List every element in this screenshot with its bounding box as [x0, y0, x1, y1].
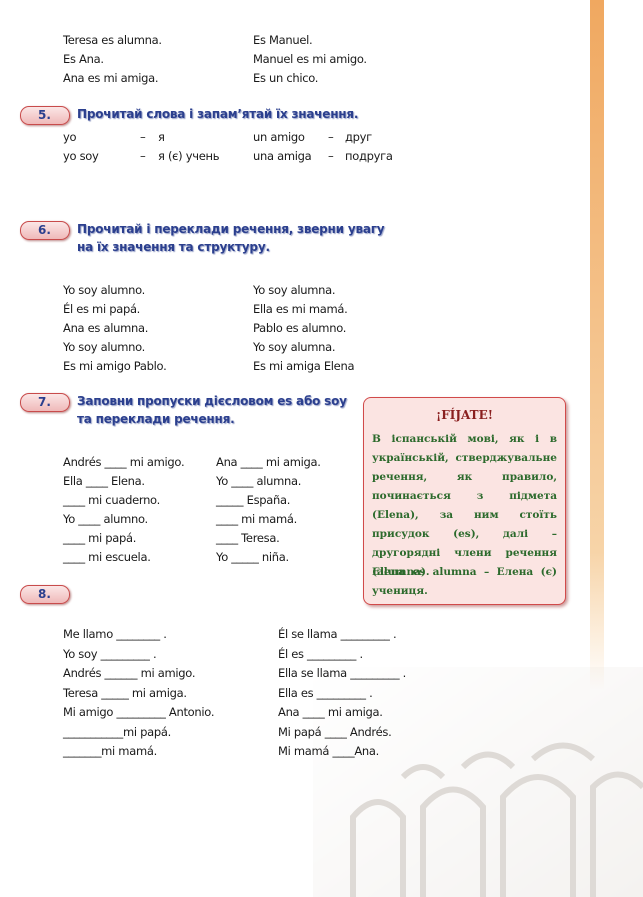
sentence: Yo soy alumno.: [63, 283, 145, 297]
sentence: Ella ____ Elena.: [63, 474, 145, 488]
vocabulary-item: я: [158, 130, 165, 144]
exercise-badge: [20, 106, 70, 125]
sentence: Yo soy alumna.: [253, 340, 336, 354]
sentence: ____ mi cuaderno.: [63, 493, 160, 507]
sentence: Teresa _____ mi amiga.: [63, 685, 187, 700]
vocabulary-item: –: [328, 130, 334, 144]
sentence: ___________mi papá.: [63, 724, 171, 739]
sentence: Ana es alumna.: [63, 321, 149, 335]
vocabulary-item: yo soy: [63, 149, 99, 163]
vocabulary-item: я (є) учень: [158, 149, 220, 163]
sentence: Es mi amiga Elena: [253, 359, 355, 373]
exercise-title: Прочитай слова і запам’ятай їх значення.: [77, 107, 359, 121]
sentence: Yo ____ alumno.: [63, 512, 148, 526]
sentence: Teresa es alumna.: [63, 33, 162, 47]
sentence: ____ mi papá.: [63, 531, 137, 545]
exercise-title: та переклади речення.: [77, 412, 235, 426]
vocabulary-item: –: [140, 130, 146, 144]
sentence: Ella es _________ .: [278, 685, 373, 700]
sentence: Ella se llama _________ .: [278, 666, 406, 680]
vocabulary-item: un amigo: [253, 130, 305, 144]
background-aqueduct: [313, 667, 643, 897]
vocabulary-item: друг: [345, 130, 372, 144]
sentence: Andrés ____ mi amigo.: [63, 455, 185, 469]
sentence: ____ Teresa.: [216, 531, 280, 545]
vocabulary-item: –: [140, 149, 146, 163]
sentence: Pablo es alumno.: [253, 321, 347, 335]
exercise-number: 7.: [38, 395, 51, 409]
sentence: _______mi mamá.: [63, 744, 157, 758]
sentence: Ana ____ mi amiga.: [278, 705, 383, 719]
sentence: Andrés ______ mi amigo.: [63, 666, 196, 680]
sentence: Ella es mi mamá.: [253, 302, 348, 316]
sentence: Es Ana.: [63, 52, 104, 66]
exercise-badge: [20, 585, 70, 604]
sentence: Yo _____ niña.: [216, 550, 289, 564]
sentence: Él es mi papá.: [63, 302, 141, 316]
exercise-number: 6.: [38, 223, 51, 237]
vocabulary-item: подруга: [345, 149, 393, 163]
sentence: Mi amigo _________ Antonio.: [63, 705, 215, 719]
sentence: Ana es mi amiga.: [63, 71, 159, 85]
sentence: Es un chico.: [253, 71, 319, 85]
sentence: Ana ____ mi amiga.: [216, 455, 321, 469]
sentence: Mi papá ____ Andrés.: [278, 724, 392, 739]
note-box: ¡FÍJATE! В іспанській мові, як і в украї…: [363, 397, 566, 605]
sentence: _____ España.: [216, 493, 291, 507]
note-text: В іспанській мові, як і в українській, с…: [372, 433, 557, 578]
sentence: Él se llama _________ .: [278, 627, 397, 641]
sentence: Él es _________ .: [278, 646, 363, 661]
sentence: Yo soy alumna.: [253, 283, 336, 297]
sentence: Yo soy alumno.: [63, 340, 145, 354]
vocabulary-item: –: [328, 149, 334, 163]
exercise-title: Заповни пропуски дієсловом es або soy: [77, 394, 347, 408]
exercise-number: 5.: [38, 108, 51, 122]
exercise-title: Прочитай і переклади речення, зверни ува…: [77, 222, 385, 236]
sentence: Es Manuel.: [253, 33, 313, 47]
note-title: ¡FÍJATE!: [435, 408, 494, 422]
vocabulary-item: yo: [63, 130, 77, 144]
sentence: Yo soy _________ .: [63, 646, 157, 661]
exercise-badge: [20, 393, 70, 412]
note-example: Elena es alumna – Елена (є) учениця.: [372, 566, 557, 597]
exercise-badge: [20, 221, 70, 240]
exercise-title: на їх значення та структуру.: [77, 240, 270, 254]
sentence: Manuel es mi amigo.: [253, 52, 367, 66]
sentence: Mi mamá ____Ana.: [278, 744, 379, 758]
side-stripe: [590, 0, 604, 690]
sentence: Me llamo ________ .: [63, 627, 167, 641]
sentence: ____ mi mamá.: [216, 512, 297, 526]
sentence: ____ mi escuela.: [63, 550, 151, 564]
sentence: Yo ____ alumna.: [216, 474, 302, 488]
exercise-number: 8.: [38, 587, 51, 601]
sentence: Es mi amigo Pablo.: [63, 359, 167, 373]
vocabulary-item: una amiga: [253, 149, 312, 163]
